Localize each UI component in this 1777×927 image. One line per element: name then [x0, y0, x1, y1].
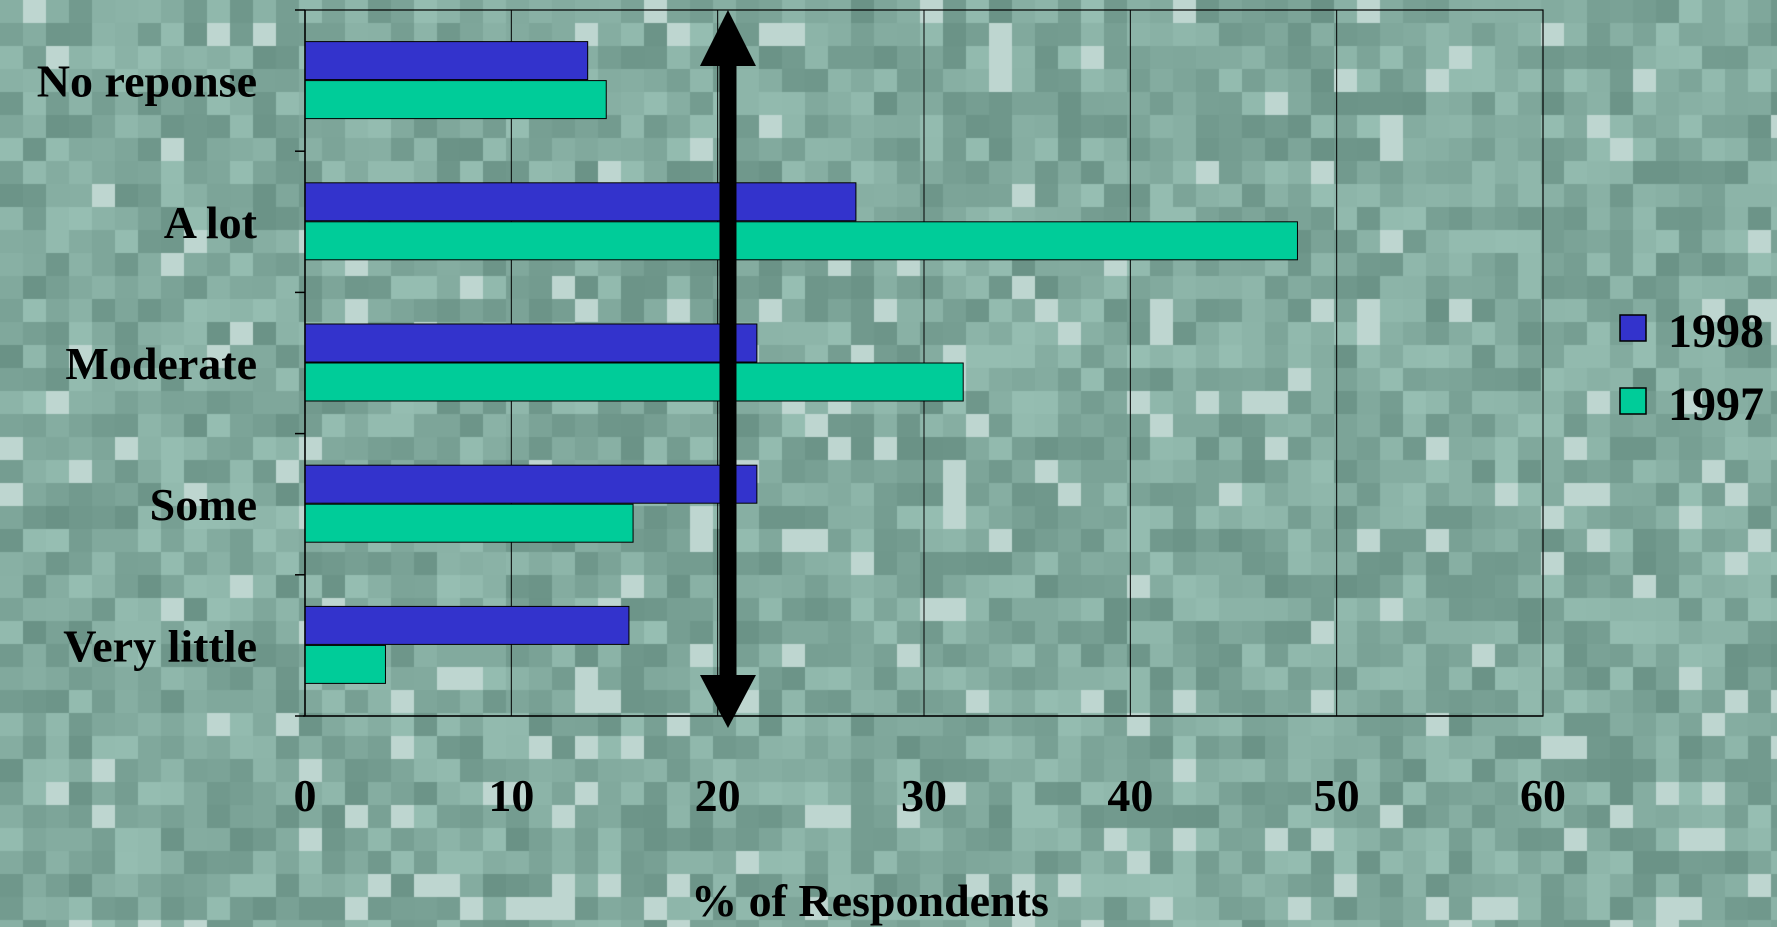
axes — [295, 9, 1543, 717]
category-label: A lot — [164, 197, 258, 248]
bar-1997-very-little — [304, 644, 386, 684]
bar-1998-very-little — [304, 605, 630, 645]
category-label: Very little — [63, 620, 257, 671]
legend-swatch-1998 — [1619, 314, 1647, 342]
x-axis-title: % of Respondents — [691, 875, 1049, 926]
bar-1997-a-lot — [304, 221, 1298, 261]
legend: 1998 1997 — [1619, 305, 1764, 431]
x-tick-label: 10 — [488, 770, 534, 821]
bar-1997-some — [304, 503, 634, 543]
x-tick-label: 0 — [294, 770, 317, 821]
bar-1998-some — [304, 464, 758, 504]
bar-1998-no-reponse — [304, 41, 589, 81]
x-tick-label: 40 — [1107, 770, 1153, 821]
bar-1997-no-reponse — [304, 80, 607, 120]
legend-swatch-1997 — [1619, 387, 1647, 415]
x-tick-labels: 0 10 20 30 40 50 60 — [294, 770, 1567, 821]
bars — [304, 41, 1298, 684]
bar-1998-moderate — [304, 323, 758, 363]
x-tick-label: 20 — [695, 770, 741, 821]
x-tick-label: 60 — [1520, 770, 1566, 821]
x-tick-label: 50 — [1314, 770, 1360, 821]
x-tick-label: 30 — [901, 770, 947, 821]
bar-1998-a-lot — [304, 182, 857, 222]
category-label: No reponse — [37, 56, 257, 107]
bar-1997-moderate — [304, 362, 964, 402]
category-label: Some — [150, 479, 257, 530]
arrow-annotation — [699, 10, 756, 728]
arrow-head-up — [699, 10, 756, 66]
arrow-head-down — [699, 675, 756, 728]
legend-label-1998: 1998 — [1668, 305, 1764, 358]
category-labels: No reponse A lot Moderate Some Very little — [37, 56, 258, 672]
category-label: Moderate — [65, 338, 257, 389]
legend-label-1997: 1997 — [1668, 378, 1764, 431]
